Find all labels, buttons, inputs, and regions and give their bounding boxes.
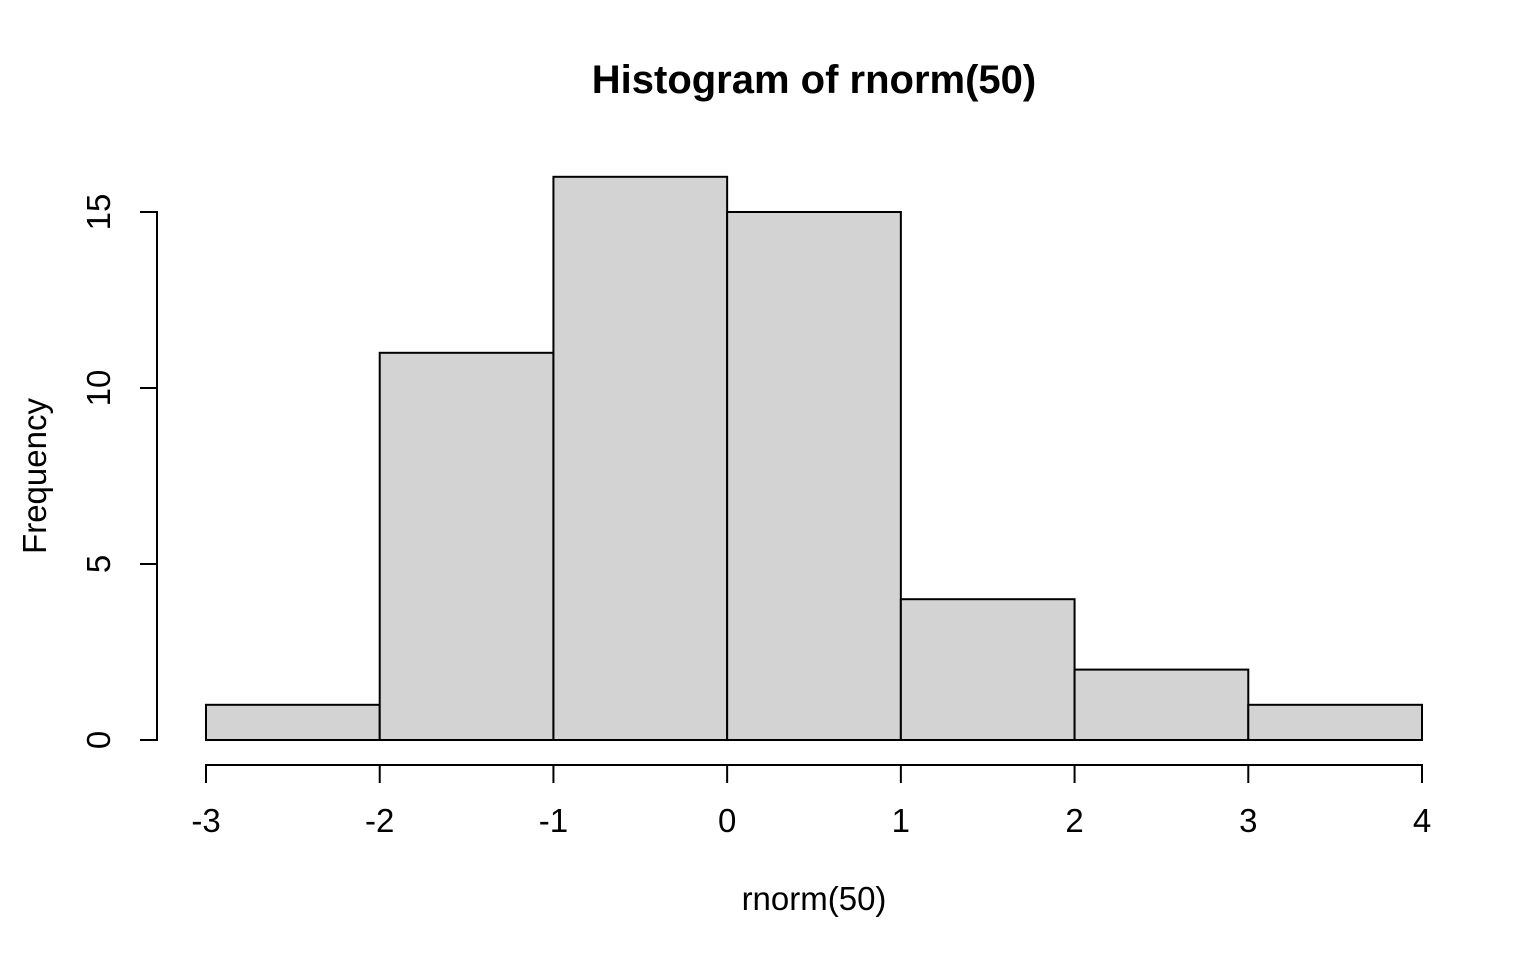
y-tick-label: 15 (80, 194, 117, 231)
histogram-bar-3 (552, 175, 729, 742)
histogram-bar-6 (1073, 668, 1250, 741)
x-tick-label: -1 (539, 802, 568, 839)
y-axis-label: Frequency (16, 398, 53, 554)
histogram-bar-4 (726, 211, 902, 741)
x-tick-label: 1 (892, 802, 910, 839)
y-tick-label: 0 (80, 731, 117, 749)
x-axis: -3 -2 -1 0 1 2 3 4 (191, 764, 1431, 839)
x-axis-label: rnorm(50) (742, 880, 887, 917)
chart-title: Histogram of rnorm(50) (592, 58, 1037, 102)
bars-group (205, 175, 1424, 742)
histogram-bar-5 (899, 598, 1076, 742)
histogram-bar-2 (378, 351, 555, 741)
x-tick-label: -2 (365, 802, 394, 839)
x-tick-label: 0 (718, 802, 736, 839)
histogram-bar-1 (205, 703, 381, 741)
x-tick-label: 4 (1413, 802, 1431, 839)
x-tick-label: 2 (1065, 802, 1083, 839)
histogram-bar-7 (1247, 703, 1424, 741)
x-tick-label: 3 (1239, 802, 1257, 839)
y-tick-label: 10 (80, 370, 117, 407)
y-tick-label: 5 (80, 555, 117, 573)
x-tick-label: -3 (191, 802, 220, 839)
y-axis: 0 5 10 15 (80, 194, 158, 749)
